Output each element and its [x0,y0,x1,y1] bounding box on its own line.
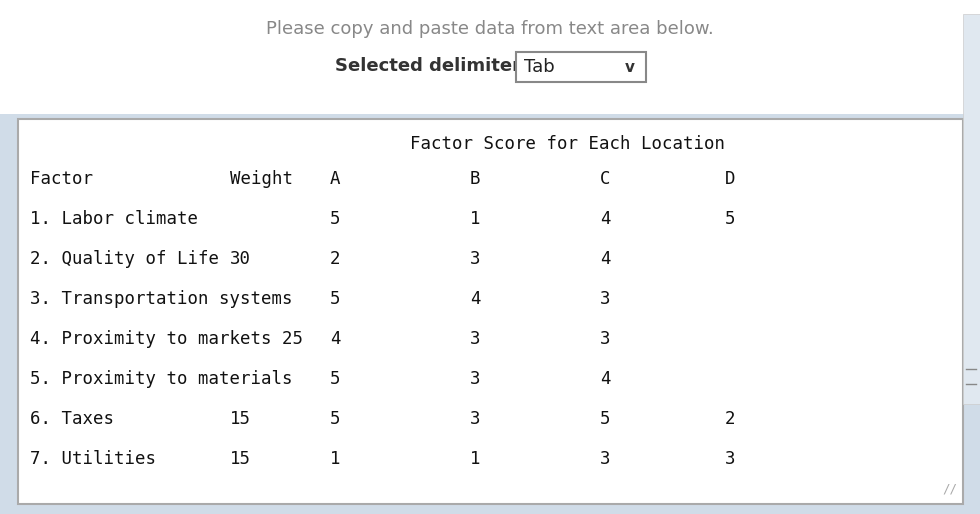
Text: Please copy and paste data from text area below.: Please copy and paste data from text are… [267,20,713,38]
Text: 5. Proximity to materials: 5. Proximity to materials [30,370,292,388]
Text: Weight: Weight [230,170,293,188]
Text: //: // [942,483,957,496]
Text: 4: 4 [600,370,611,388]
Bar [0,0,980,114]
Text: 5: 5 [330,290,340,308]
Text: Tab: Tab [524,58,555,76]
FancyBboxPatch shape [516,52,646,82]
Text: 5: 5 [725,210,736,228]
Text: 4. Proximity to markets 25: 4. Proximity to markets 25 [30,330,303,348]
Text: 6. Taxes: 6. Taxes [30,410,114,428]
Text: 1. Labor climate: 1. Labor climate [30,210,198,228]
Text: B: B [470,170,480,188]
Text: 4: 4 [600,210,611,228]
Text: 3: 3 [600,450,611,468]
Text: 3: 3 [600,330,611,348]
Text: A: A [330,170,340,188]
Text: Selected delimiter:: Selected delimiter: [335,57,528,75]
Text: 1: 1 [470,450,480,468]
Text: Factor Score for Each Location: Factor Score for Each Location [410,135,725,153]
Text: 5: 5 [330,210,340,228]
Text: 3. Transportation systems: 3. Transportation systems [30,290,292,308]
Text: 4: 4 [330,330,340,348]
Text: 1: 1 [330,450,340,468]
Text: 30: 30 [230,250,251,268]
Text: 5: 5 [600,410,611,428]
Text: 3: 3 [470,410,480,428]
FancyBboxPatch shape [18,119,963,504]
Text: 3: 3 [600,290,611,308]
Text: 1: 1 [470,210,480,228]
Text: 4: 4 [600,250,611,268]
Text: 4: 4 [470,290,480,308]
Text: 3: 3 [470,330,480,348]
Text: 5: 5 [330,410,340,428]
Text: D: D [725,170,736,188]
Text: 3: 3 [470,370,480,388]
Text: Factor: Factor [30,170,93,188]
Bar [963,14,980,404]
Text: 3: 3 [725,450,736,468]
Text: 2. Quality of Life: 2. Quality of Life [30,250,219,268]
Text: 2: 2 [725,410,736,428]
Text: 15: 15 [230,410,251,428]
Text: 15: 15 [230,450,251,468]
Text: v: v [625,60,635,75]
Text: 3: 3 [470,250,480,268]
Text: 2: 2 [330,250,340,268]
Text: 5: 5 [330,370,340,388]
Text: 7. Utilities: 7. Utilities [30,450,156,468]
Text: C: C [600,170,611,188]
